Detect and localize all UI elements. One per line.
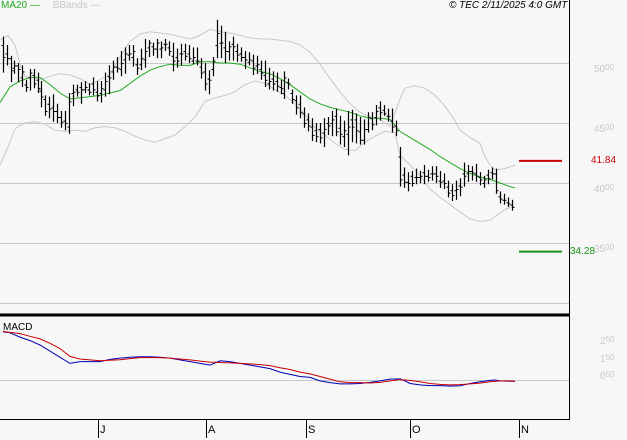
legend-bbands: BBands — [52, 0, 101, 11]
macd-axis-label: 050 [600, 370, 615, 382]
price-gridlines [0, 63, 569, 304]
price-axis-label: 4500 [594, 123, 615, 135]
copyright-timestamp: © TEC 2/11/2025 4:0 GMT [449, 0, 568, 11]
price-axis-label: 5000 [594, 63, 615, 75]
price-axis-label: 3500 [594, 243, 615, 255]
month-label: J [100, 424, 106, 436]
macd-panel-label: MACD [3, 322, 33, 333]
bollinger-bands [0, 28, 516, 222]
price-bars [1, 19, 515, 211]
support-resistance-lines [519, 159, 562, 253]
month-label: O [412, 424, 421, 436]
month-label: N [521, 424, 529, 436]
month-label: A [208, 424, 216, 436]
chart-frame [0, 0, 570, 420]
month-label: S [308, 424, 316, 436]
support-label: 34.28 [570, 245, 596, 257]
macd-axis-label: 250 [600, 335, 615, 347]
macd-axis-label: 150 [600, 353, 615, 365]
legend-ma20: MA20 — [1, 0, 40, 11]
ma20-line [0, 61, 516, 189]
resistance-label: 41.84 [591, 154, 617, 166]
macd-lines [2, 330, 516, 387]
chart-legend: MA20 — BBands — [1, 0, 101, 12]
price-axis-label: 4000 [594, 183, 615, 195]
x-axis-ticks [98, 420, 520, 438]
